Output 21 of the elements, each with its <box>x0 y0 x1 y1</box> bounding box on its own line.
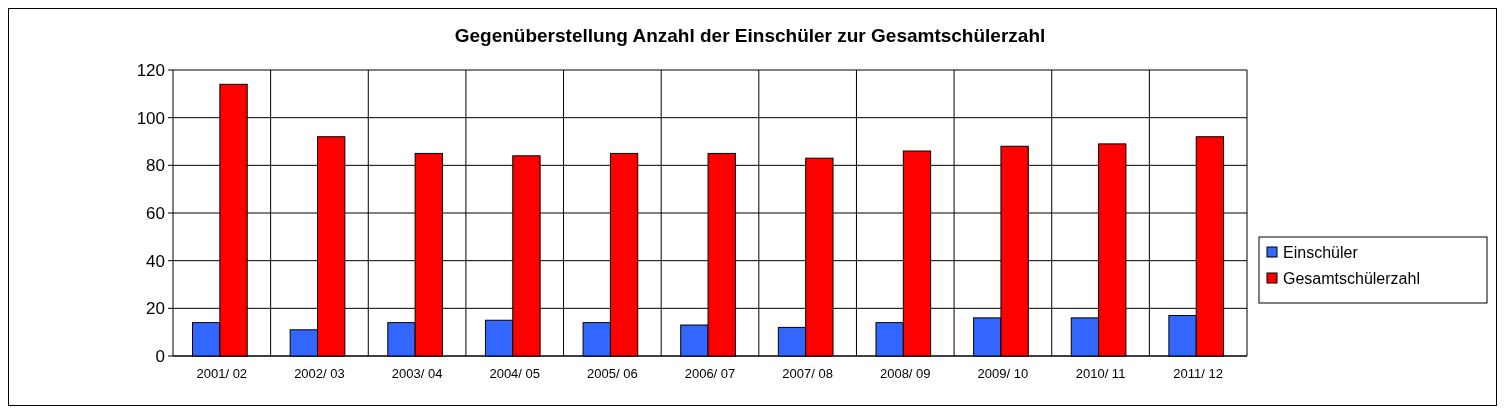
x-tick-label: 2006/ 07 <box>684 366 736 381</box>
chart-title: Gegenüberstellung Anzahl der Einschüler zur Gesamtschülerzahl <box>454 25 1046 46</box>
y-tick-label: 80 <box>146 156 165 176</box>
x-tick-label: 2004/ 05 <box>489 366 541 381</box>
x-tick-label: 2001/ 02 <box>196 366 248 381</box>
x-tick-label: 2010/ 11 <box>1075 366 1126 381</box>
y-tick-label: 100 <box>136 108 165 128</box>
y-tick-label: 60 <box>146 203 165 223</box>
y-tick-label: 0 <box>155 346 165 366</box>
y-tick-label: 20 <box>146 299 165 319</box>
x-tick-label: 2005/ 06 <box>587 366 638 381</box>
x-tick-label: 2011/ 12 <box>1173 366 1223 381</box>
x-tick-label: 2002/ 03 <box>294 366 345 381</box>
x-tick-label: 2009/ 10 <box>977 366 1029 381</box>
legend-label: Gesamtschülerzahl <box>1283 269 1420 287</box>
legend-label: Einschüler <box>1283 243 1359 261</box>
y-tick-label: 120 <box>136 60 165 80</box>
x-tick-label: 2003/ 04 <box>391 366 443 381</box>
x-tick-label: 2008/ 09 <box>879 366 931 381</box>
y-tick-label: 40 <box>146 251 165 271</box>
x-tick-label: 2007/ 08 <box>782 366 833 381</box>
